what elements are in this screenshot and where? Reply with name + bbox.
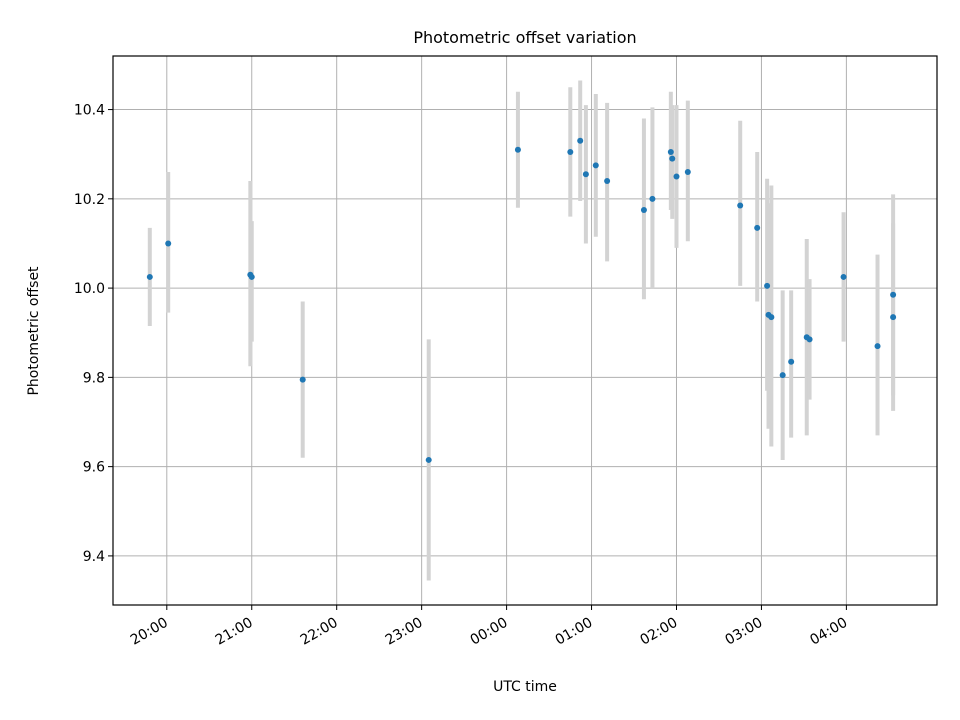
data-point: [806, 336, 813, 343]
x-tick-label: 00:00: [468, 615, 511, 649]
data-point: [299, 376, 306, 383]
data-point: [604, 177, 611, 184]
x-tick-label: 22:00: [298, 615, 341, 649]
data-point: [582, 171, 589, 178]
data-point: [514, 146, 521, 153]
y-tick-label: 9.8: [83, 370, 105, 386]
axes: 9.4 9.6 9.8 10.0 10.2 10.4 20:00 21:00 22:00 23:0…: [74, 103, 851, 649]
grid: [113, 56, 937, 605]
data-point: [667, 148, 674, 155]
data-point: [890, 291, 897, 298]
x-tick-label: 02:00: [638, 615, 681, 649]
data-point: [146, 273, 153, 280]
data-point: [874, 343, 881, 350]
data-point: [779, 372, 786, 379]
data-point: [640, 206, 647, 213]
y-tick-label: 9.4: [83, 549, 105, 565]
data-point: [592, 162, 599, 169]
data-point: [577, 137, 584, 144]
data-point: [425, 456, 432, 463]
data-points: [146, 137, 897, 463]
data-point: [684, 169, 691, 176]
y-tick-label: 10.2: [74, 192, 105, 208]
data-point: [890, 314, 897, 321]
x-tick-label: 21:00: [213, 615, 256, 649]
data-point: [567, 148, 574, 155]
data-point: [768, 314, 775, 321]
y-axis-label: Photometric offset: [26, 266, 42, 396]
data-point: [737, 202, 744, 209]
x-tick-label: 01:00: [553, 615, 596, 649]
data-point: [754, 224, 761, 231]
data-point: [788, 358, 795, 365]
data-point: [248, 273, 255, 280]
plot-frame: [112, 55, 938, 606]
data-point: [840, 273, 847, 280]
data-point: [165, 240, 172, 247]
x-tick-label: 23:00: [383, 615, 426, 649]
data-point: [669, 155, 676, 162]
data-point: [649, 195, 656, 202]
y-tick-label: 10.0: [74, 281, 105, 297]
data-point: [764, 282, 771, 289]
error-bars: [147, 80, 896, 581]
y-tick-label: 9.6: [83, 460, 105, 476]
x-tick-label: 20:00: [128, 615, 171, 649]
y-tick-label: 10.4: [74, 103, 105, 119]
x-axis-label: UTC time: [493, 679, 557, 695]
x-tick-label: 04:00: [807, 615, 850, 649]
chart-title: Photometric offset variation: [413, 28, 636, 47]
x-tick-label: 03:00: [722, 615, 765, 649]
data-point: [673, 173, 680, 180]
